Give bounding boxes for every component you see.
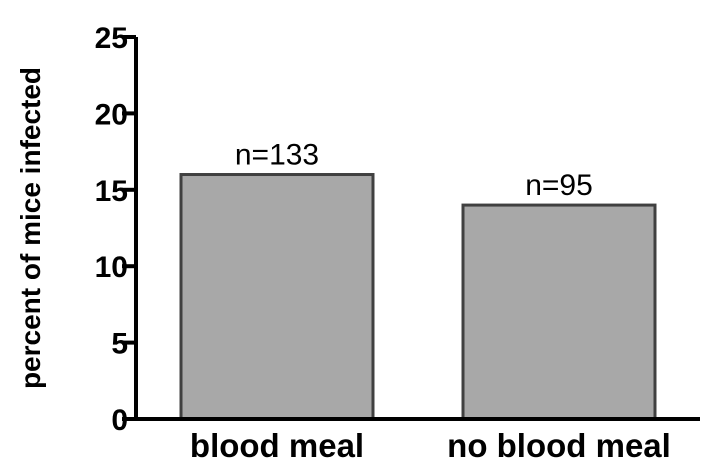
bars-group (179, 173, 657, 421)
y-tick-label-0: 0 (111, 404, 128, 437)
bar-1 (179, 173, 375, 421)
data-labels-group: n=133 n=95 (235, 139, 593, 203)
y-tick-label-10: 10 (95, 251, 128, 284)
y-axis-title: percent of mice infected (15, 67, 46, 389)
y-tick-label-15: 15 (95, 175, 128, 208)
y-tick-label-25: 25 (95, 22, 128, 55)
axes-group (134, 37, 700, 421)
x-tick-label-2: no blood meal (447, 427, 671, 464)
bar-2 (461, 203, 657, 421)
x-labels-group: blood meal no blood meal (190, 427, 671, 464)
data-label-1: n=133 (235, 139, 319, 172)
y-tick-label-5: 5 (111, 328, 128, 361)
y-ticks-group: 0 5 10 15 20 25 (95, 22, 136, 437)
data-label-2: n=95 (525, 169, 593, 202)
x-tick-label-1: blood meal (190, 427, 364, 464)
y-tick-label-20: 20 (95, 98, 128, 131)
